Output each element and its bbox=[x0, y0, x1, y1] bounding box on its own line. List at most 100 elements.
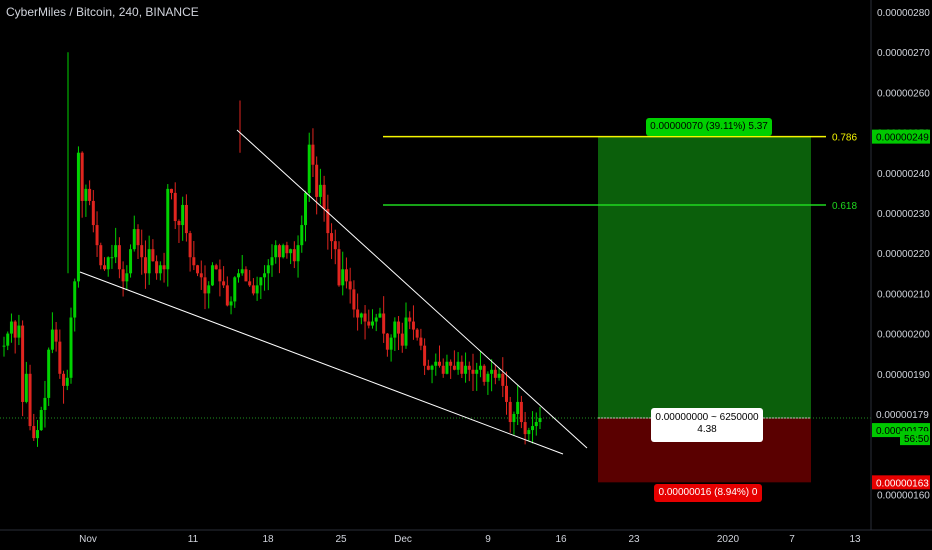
candle-body bbox=[415, 329, 419, 338]
candle-body bbox=[43, 397, 47, 410]
candle-body bbox=[385, 333, 389, 350]
candle-body bbox=[143, 257, 147, 274]
candle-body bbox=[173, 192, 177, 222]
candle-body bbox=[237, 273, 240, 278]
candle-body bbox=[311, 144, 315, 165]
candle-body bbox=[2, 345, 6, 347]
candle-body bbox=[251, 285, 255, 294]
upper-trendline[interactable] bbox=[236, 129, 588, 449]
trendlines[interactable] bbox=[79, 129, 588, 455]
x-tick-label: 18 bbox=[262, 534, 274, 545]
candle-body bbox=[426, 365, 430, 370]
candle-body bbox=[229, 301, 233, 306]
candle-body bbox=[58, 341, 62, 374]
candle-body bbox=[434, 361, 438, 366]
candle-body bbox=[162, 265, 166, 270]
fib-levels[interactable]: 0.786 0.618 bbox=[383, 133, 857, 212]
y-tick-label: 0.00000200 bbox=[877, 330, 930, 341]
candle-body bbox=[259, 277, 263, 286]
candle-body bbox=[155, 261, 159, 274]
candle-body bbox=[218, 269, 222, 282]
candle-body bbox=[467, 365, 471, 370]
candle-body bbox=[222, 281, 226, 286]
candle-body bbox=[233, 277, 237, 302]
candle-body bbox=[110, 257, 114, 259]
price-tags: 0.000002490.000001790.0000017956:500.000… bbox=[872, 129, 930, 490]
candles bbox=[2, 52, 542, 447]
candle-body bbox=[501, 373, 505, 386]
candle-body bbox=[225, 285, 229, 306]
candle-body bbox=[307, 144, 311, 193]
x-tick-label: Dec bbox=[394, 534, 412, 545]
candle-body bbox=[367, 321, 371, 326]
candle-body bbox=[318, 184, 322, 197]
x-tick-label: 25 bbox=[335, 534, 347, 545]
candle-body bbox=[121, 269, 125, 282]
fib-label: 0.786 bbox=[832, 133, 857, 144]
y-tick-label: 0.00000280 bbox=[877, 8, 930, 19]
candle-body bbox=[76, 152, 80, 282]
candle-body bbox=[24, 373, 28, 402]
price-tag-bg bbox=[900, 431, 930, 446]
y-tick-label: 0.00000270 bbox=[877, 48, 930, 59]
candle-body bbox=[300, 225, 304, 246]
candle-body bbox=[281, 245, 285, 258]
price-tag-text: 0.00000249 bbox=[876, 133, 929, 144]
candle-body bbox=[486, 373, 490, 382]
chart-title: CyberMiles / Bitcoin, 240, BINANCE bbox=[6, 5, 199, 19]
candle-body bbox=[341, 269, 345, 286]
candle-body bbox=[382, 313, 386, 334]
candle-body bbox=[91, 200, 95, 226]
candle-body bbox=[248, 281, 252, 286]
candle-body bbox=[419, 337, 423, 346]
candle-body bbox=[207, 285, 211, 294]
candle-body bbox=[277, 245, 281, 258]
price-tag-text: 0.00000163 bbox=[876, 478, 929, 489]
lower-trendline[interactable] bbox=[79, 271, 564, 455]
candle-body bbox=[196, 265, 200, 274]
candle-body bbox=[177, 221, 181, 226]
price-tag-bg bbox=[872, 407, 930, 421]
candle-body bbox=[326, 208, 330, 234]
candle-body bbox=[523, 422, 527, 435]
candle-body bbox=[17, 325, 21, 338]
candle-body bbox=[330, 233, 334, 242]
candle-body bbox=[497, 373, 501, 378]
candle-body bbox=[192, 257, 196, 266]
candle-body bbox=[47, 349, 51, 398]
candle-body bbox=[449, 361, 453, 366]
candle-body bbox=[464, 365, 468, 374]
candle-body bbox=[423, 345, 427, 366]
candle-body bbox=[475, 369, 479, 374]
candle-body bbox=[438, 361, 441, 366]
candle-body bbox=[125, 273, 129, 282]
candle-body bbox=[188, 233, 192, 258]
candle-body bbox=[65, 377, 69, 386]
candle-body bbox=[337, 249, 341, 286]
candle-body bbox=[39, 409, 43, 431]
candle-body bbox=[21, 325, 25, 402]
candle-body bbox=[151, 249, 155, 262]
candle-body bbox=[140, 245, 144, 258]
candle-body bbox=[512, 414, 516, 423]
entry-label-line1: 0.00000000 ~ 6250000 bbox=[655, 412, 759, 423]
candle-body bbox=[132, 229, 136, 250]
y-tick-label: 0.00000210 bbox=[877, 289, 930, 300]
candle-body bbox=[73, 281, 77, 318]
candle-body bbox=[199, 273, 203, 278]
candle-body bbox=[166, 188, 170, 270]
candle-body bbox=[493, 369, 497, 378]
candle-body bbox=[452, 365, 456, 370]
candle-body bbox=[411, 321, 415, 330]
x-tick-label: Nov bbox=[79, 534, 97, 545]
candle-body bbox=[374, 317, 378, 322]
candle-body bbox=[62, 373, 66, 386]
candle-body bbox=[397, 321, 401, 334]
candle-body bbox=[32, 426, 36, 439]
candle-body bbox=[348, 281, 352, 290]
candle-body bbox=[184, 204, 188, 234]
candle-body bbox=[147, 249, 151, 274]
y-tick-label: 0.00000220 bbox=[877, 249, 930, 260]
candle-body bbox=[456, 361, 460, 370]
